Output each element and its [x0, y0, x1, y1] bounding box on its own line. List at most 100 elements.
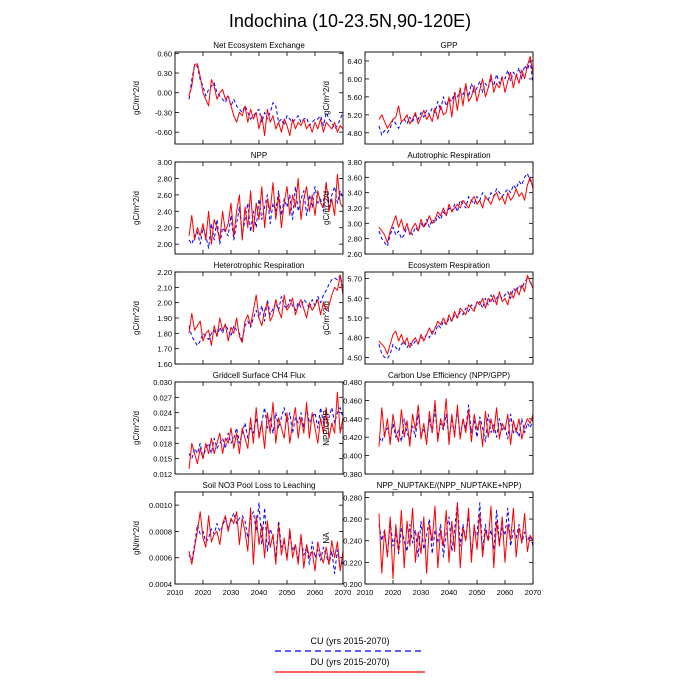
y-tick-label: 2.60: [157, 191, 172, 200]
y-tick-label: 0.30: [157, 69, 172, 78]
chart-panel-1: GPP gC/m^2/d 6.40 6.00 5.60 5.20 4.80: [322, 41, 534, 145]
series-line-cu: [378, 60, 533, 136]
chart-panel-2: NPP gC/m^2/d 3.00 2.80 2.60 2.40 2.20 2.00: [132, 151, 344, 255]
y-axis-label: gC/m^2/d: [322, 191, 331, 225]
x-tick-label: 2020: [385, 588, 402, 597]
y-tick-label: 0.420: [343, 433, 362, 442]
plot-frame: [364, 381, 534, 475]
y-tick-label: 1.70: [157, 345, 172, 354]
y-tick-label: 0.015: [153, 455, 172, 464]
chart-title: GPP: [441, 41, 458, 50]
y-tick-label: 0.60: [157, 49, 172, 58]
series-line-du: [188, 507, 343, 572]
y-tick-label: 0.200: [343, 580, 362, 589]
y-tick-label: 2.20: [157, 268, 172, 277]
legend-label-cu: CU (yrs 2015-2070): [310, 636, 389, 646]
y-tick-label: 3.60: [347, 173, 362, 182]
chart-title: NPP_NUPTAKE/(NPP_NUPTAKE+NPP): [377, 481, 522, 490]
y-tick-label: 0.440: [343, 415, 362, 424]
y-axis-label: gC/m^2/d: [132, 301, 141, 335]
y-tick-label: -0.30: [155, 108, 172, 117]
y-tick-label: 2.00: [157, 240, 172, 249]
y-tick-label: 0.220: [343, 558, 362, 567]
y-tick-label: 2.80: [157, 174, 172, 183]
y-tick-label: 4.80: [347, 129, 362, 138]
x-tick-label: 2010: [167, 588, 184, 597]
plot-frame: [364, 491, 534, 585]
chart-title: Heterotrophic Respiration: [214, 261, 305, 270]
y-tick-label: 0.480: [343, 378, 362, 387]
y-tick-label: 0.0008: [149, 527, 172, 536]
y-tick-label: 0.240: [343, 537, 362, 546]
x-tick-label: 2070: [335, 588, 352, 597]
y-tick-label: 0.280: [343, 493, 362, 502]
chart-panel-9: NPP_NUPTAKE/(NPP_NUPTAKE+NPP) NA 0.280 0.26…: [322, 481, 541, 597]
y-tick-label: 0.260: [343, 515, 362, 524]
y-tick-label: 2.80: [347, 235, 362, 244]
chart-panel-7: Carbon Use Efficiency (NPP/GPP) NPP/GPP 0.…: [322, 371, 534, 479]
x-tick-label: 2040: [251, 588, 268, 597]
chart-panel-8: Soil NO3 Pool Loss to Leaching gN/m^2/d 0.…: [132, 481, 351, 597]
series-line-du: [378, 398, 533, 447]
chart-panel-4: Heterotrophic Respiration gC/m^2/d 2.20 2.1…: [132, 261, 344, 369]
figure-title: Indochina (10-23.5N,90-120E): [229, 11, 471, 31]
series-line-cu: [188, 407, 343, 460]
y-tick-label: 2.60: [347, 250, 362, 259]
y-tick-label: 3.00: [347, 219, 362, 228]
y-tick-label: 2.20: [157, 224, 172, 233]
y-tick-label: 1.90: [157, 314, 172, 323]
chart-title: Carbon Use Efficiency (NPP/GPP): [388, 371, 510, 380]
chart-title: Ecosystem Respiration: [408, 261, 490, 270]
plot-frame: [364, 161, 534, 255]
series-line-du: [188, 63, 343, 136]
y-tick-label: 3.80: [347, 158, 362, 167]
series-line-du: [378, 274, 533, 355]
x-tick-label: 2050: [469, 588, 486, 597]
x-tick-label: 2020: [195, 588, 212, 597]
y-tick-label: 6.40: [347, 57, 362, 66]
y-tick-label: 0.0006: [149, 554, 172, 563]
y-tick-label: 3.20: [347, 204, 362, 213]
y-tick-label: 5.70: [347, 275, 362, 284]
plot-frame: [174, 161, 344, 255]
y-tick-label: 0.380: [343, 470, 362, 479]
y-axis-label: NPP/GPP: [322, 410, 331, 446]
series-line-cu: [378, 173, 533, 247]
plot-frame: [174, 271, 344, 365]
chart-panel-3: Autotrophic Respiration gC/m^2/d 3.80 3.60 3…: [322, 151, 534, 259]
y-tick-label: 1.80: [157, 329, 172, 338]
legend: CU (yrs 2015-2070) DU (yrs 2015-2070): [275, 636, 425, 673]
y-tick-label: 0.027: [153, 393, 172, 402]
chart-title: NPP: [251, 151, 267, 160]
series-line-cu: [188, 274, 343, 347]
plot-frame: [174, 491, 344, 585]
series-line-cu: [188, 182, 343, 249]
y-tick-label: 4.80: [347, 334, 362, 343]
y-tick-label: -0.60: [155, 128, 172, 137]
y-tick-label: 0.024: [153, 409, 172, 418]
y-tick-label: 5.60: [347, 93, 362, 102]
series-line-cu: [188, 64, 343, 130]
series-line-du: [188, 391, 343, 469]
plot-frame: [364, 271, 534, 365]
plot-frame: [174, 381, 344, 475]
x-tick-label: 2050: [279, 588, 296, 597]
series-line-du: [378, 56, 533, 129]
chart-title: Gridcell Surface CH4 Flux: [213, 371, 305, 380]
y-tick-label: 0.021: [153, 424, 172, 433]
y-tick-label: 5.10: [347, 314, 362, 323]
chart-panel-0: Net Ecosystem Exchange gC/m^2/d 0.60 0.30 0.…: [132, 41, 344, 145]
y-axis-label: gC/m^2/d: [322, 81, 331, 115]
series-line-du: [378, 176, 533, 243]
y-axis-label: gN/m^2/d: [132, 521, 141, 555]
legend-label-du: DU (yrs 2015-2070): [310, 657, 389, 667]
y-tick-label: 0.400: [343, 452, 362, 461]
x-tick-label: 2030: [223, 588, 240, 597]
y-tick-label: 5.40: [347, 294, 362, 303]
y-tick-label: 0.018: [153, 439, 172, 448]
y-tick-label: 2.40: [157, 207, 172, 216]
y-axis-label: gC/m^2/d: [132, 191, 141, 225]
plot-frame: [364, 51, 534, 145]
y-tick-label: 6.00: [347, 75, 362, 84]
